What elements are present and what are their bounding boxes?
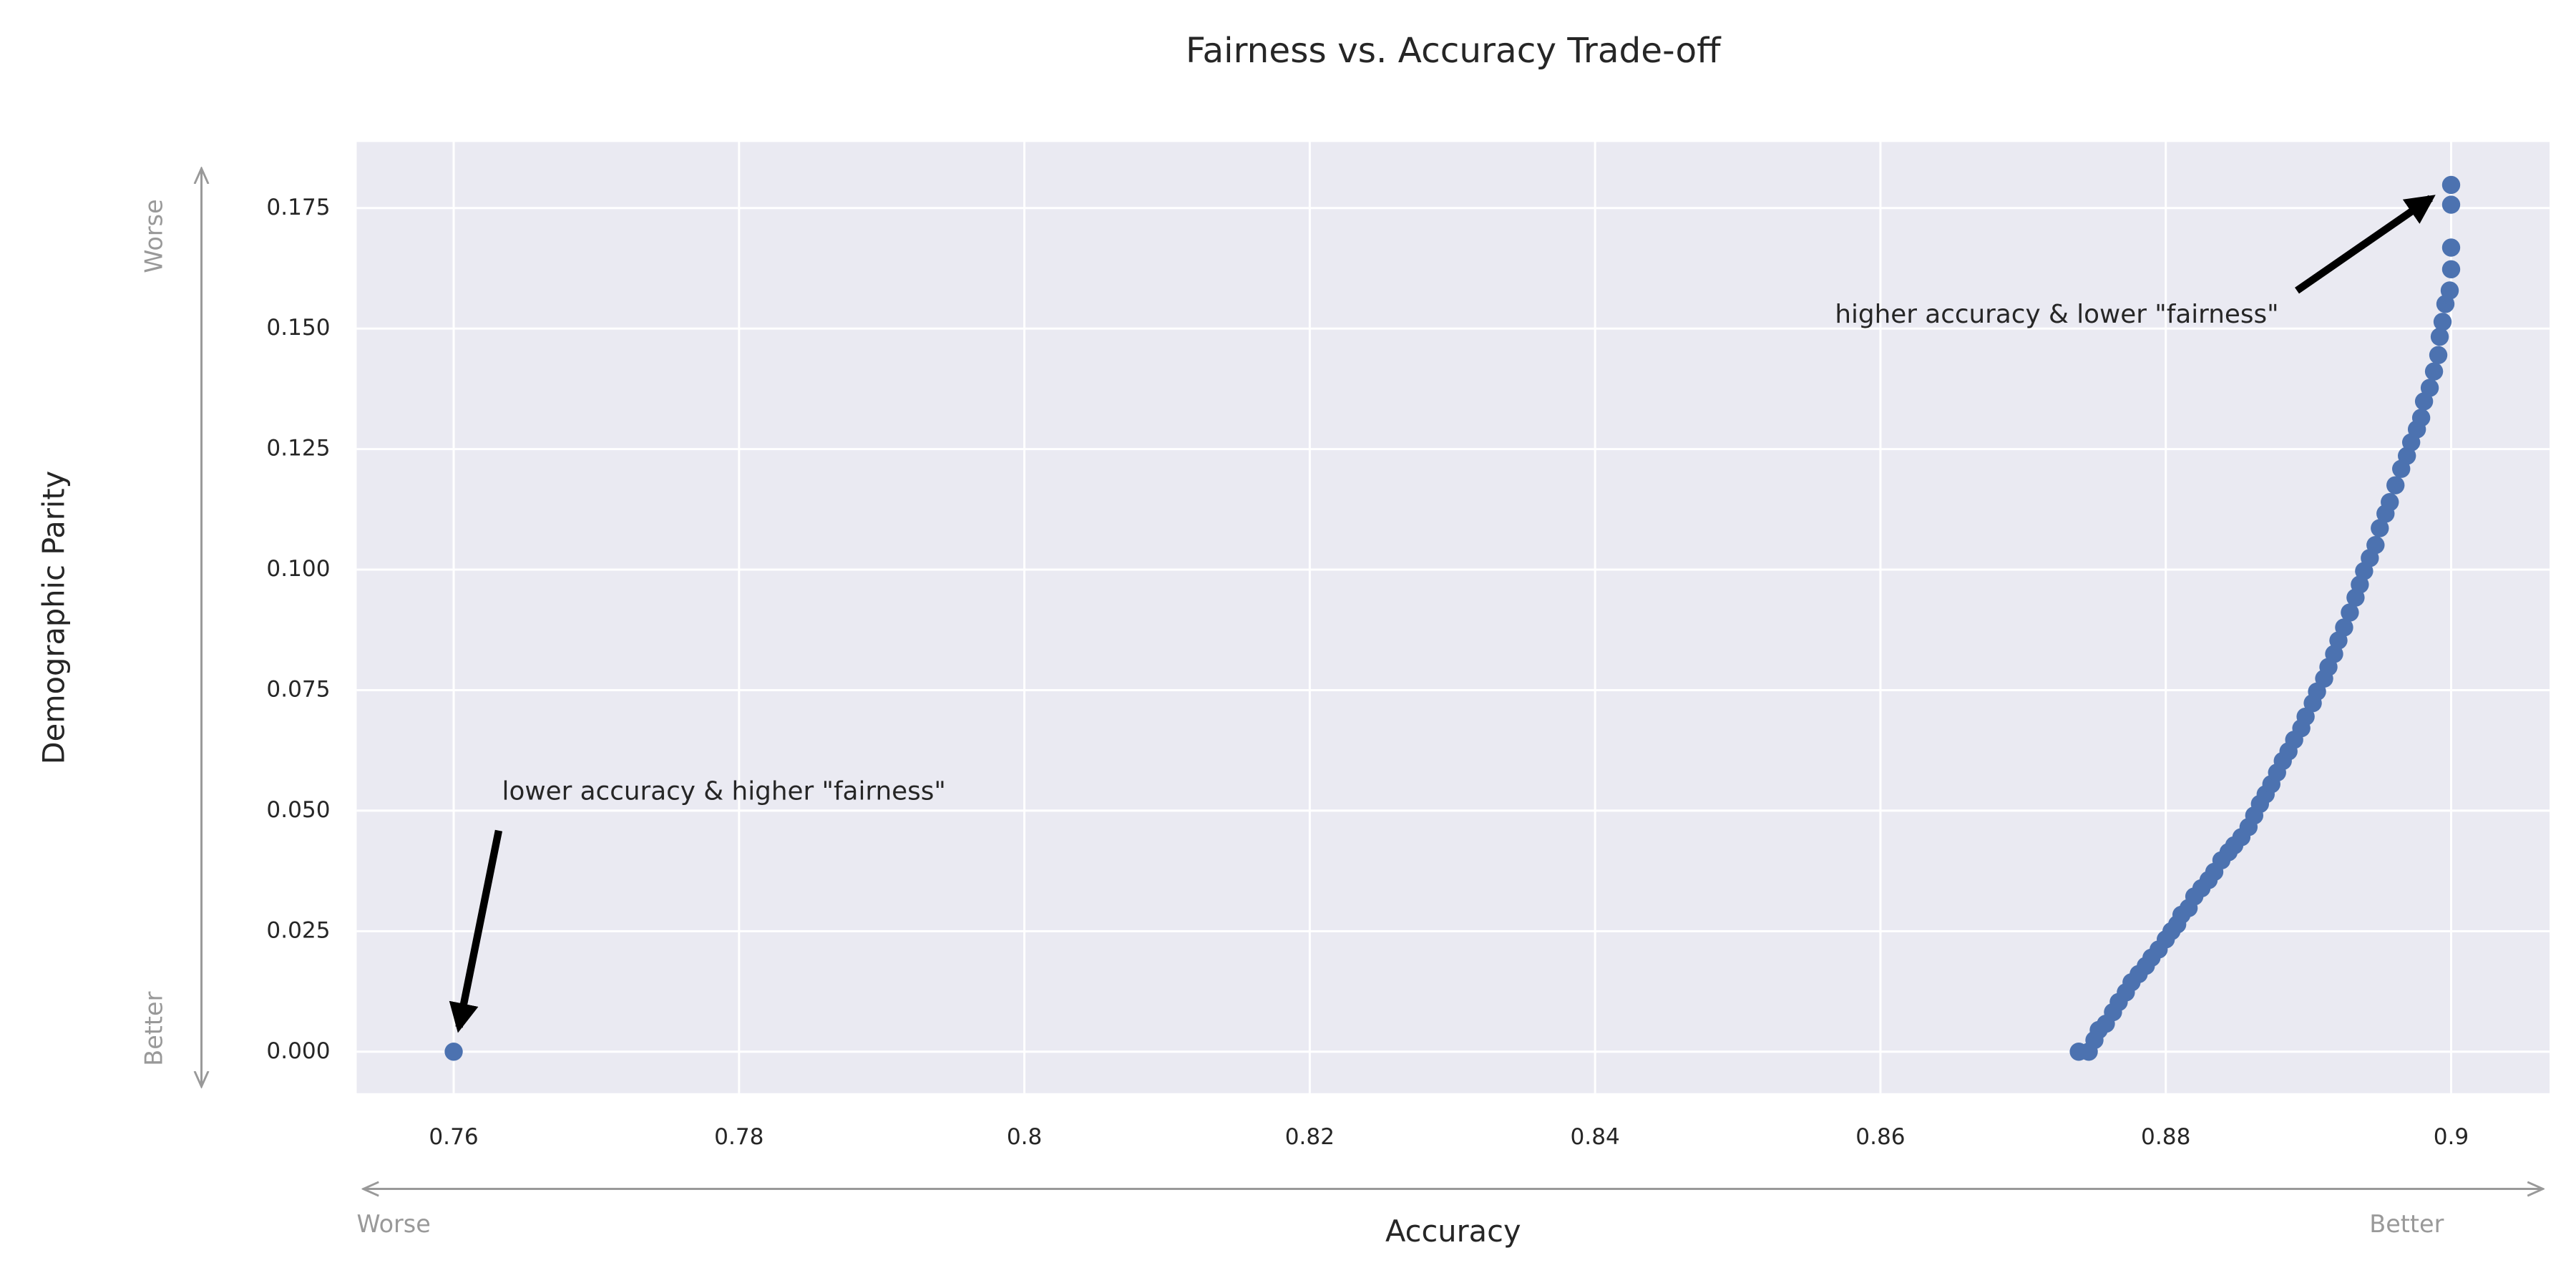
point	[444, 1043, 463, 1061]
y-tick-label: 0.000	[266, 1038, 330, 1064]
annotation-arrow	[449, 829, 503, 1033]
x-tick-label: 0.88	[2141, 1124, 2190, 1150]
point	[2386, 476, 2405, 494]
x-tick-label: 0.76	[429, 1124, 478, 1150]
y-tick-label: 0.050	[266, 797, 330, 823]
point	[2441, 195, 2461, 214]
x-tick-label: 0.86	[1855, 1124, 1905, 1150]
y-tick-label: 0.175	[266, 195, 330, 220]
x-axis-label: Accuracy	[1385, 1214, 1521, 1249]
point	[2341, 603, 2359, 622]
y-tick-label: 0.125	[266, 436, 330, 462]
annotation-arrow	[2295, 195, 2436, 294]
x-tick-label: 0.82	[1285, 1124, 1335, 1150]
y-tick-label: 0.100	[266, 556, 330, 582]
point	[2366, 535, 2385, 555]
x-tick-label: 0.9	[2434, 1124, 2469, 1150]
plot-area	[356, 142, 2550, 1093]
point	[2424, 362, 2444, 381]
point	[2296, 707, 2315, 726]
chart-title: Fairness vs. Accuracy Trade-off	[1186, 31, 1722, 71]
point	[2430, 327, 2449, 346]
y-direction-label: Worse	[140, 199, 167, 273]
x-tick-label: 0.84	[1570, 1124, 1619, 1150]
annotation: higher accuracy & lower "fairness"	[1835, 300, 2278, 329]
point	[2381, 493, 2399, 512]
y-tick-label: 0.025	[266, 917, 330, 943]
y-axis-label: Demographic Parity	[36, 471, 71, 764]
point	[2440, 281, 2459, 300]
y-tick-label: 0.075	[266, 676, 330, 702]
y-direction-label: Better	[140, 991, 167, 1065]
x-tick-label: 0.78	[714, 1124, 763, 1150]
point	[2371, 519, 2389, 537]
y-tick-label: 0.150	[266, 315, 330, 341]
annotation: lower accuracy & higher "fairness"	[502, 777, 946, 806]
x-direction-label: Better	[2369, 1210, 2444, 1238]
point	[2441, 260, 2461, 279]
x-direction-label: Worse	[356, 1210, 430, 1238]
point	[2335, 618, 2353, 637]
point	[2433, 313, 2452, 331]
point	[2441, 238, 2461, 257]
x-tick-label: 0.8	[1007, 1124, 1043, 1150]
point	[2429, 346, 2448, 364]
point	[2411, 409, 2431, 427]
point	[2420, 379, 2439, 397]
point	[2441, 175, 2461, 195]
